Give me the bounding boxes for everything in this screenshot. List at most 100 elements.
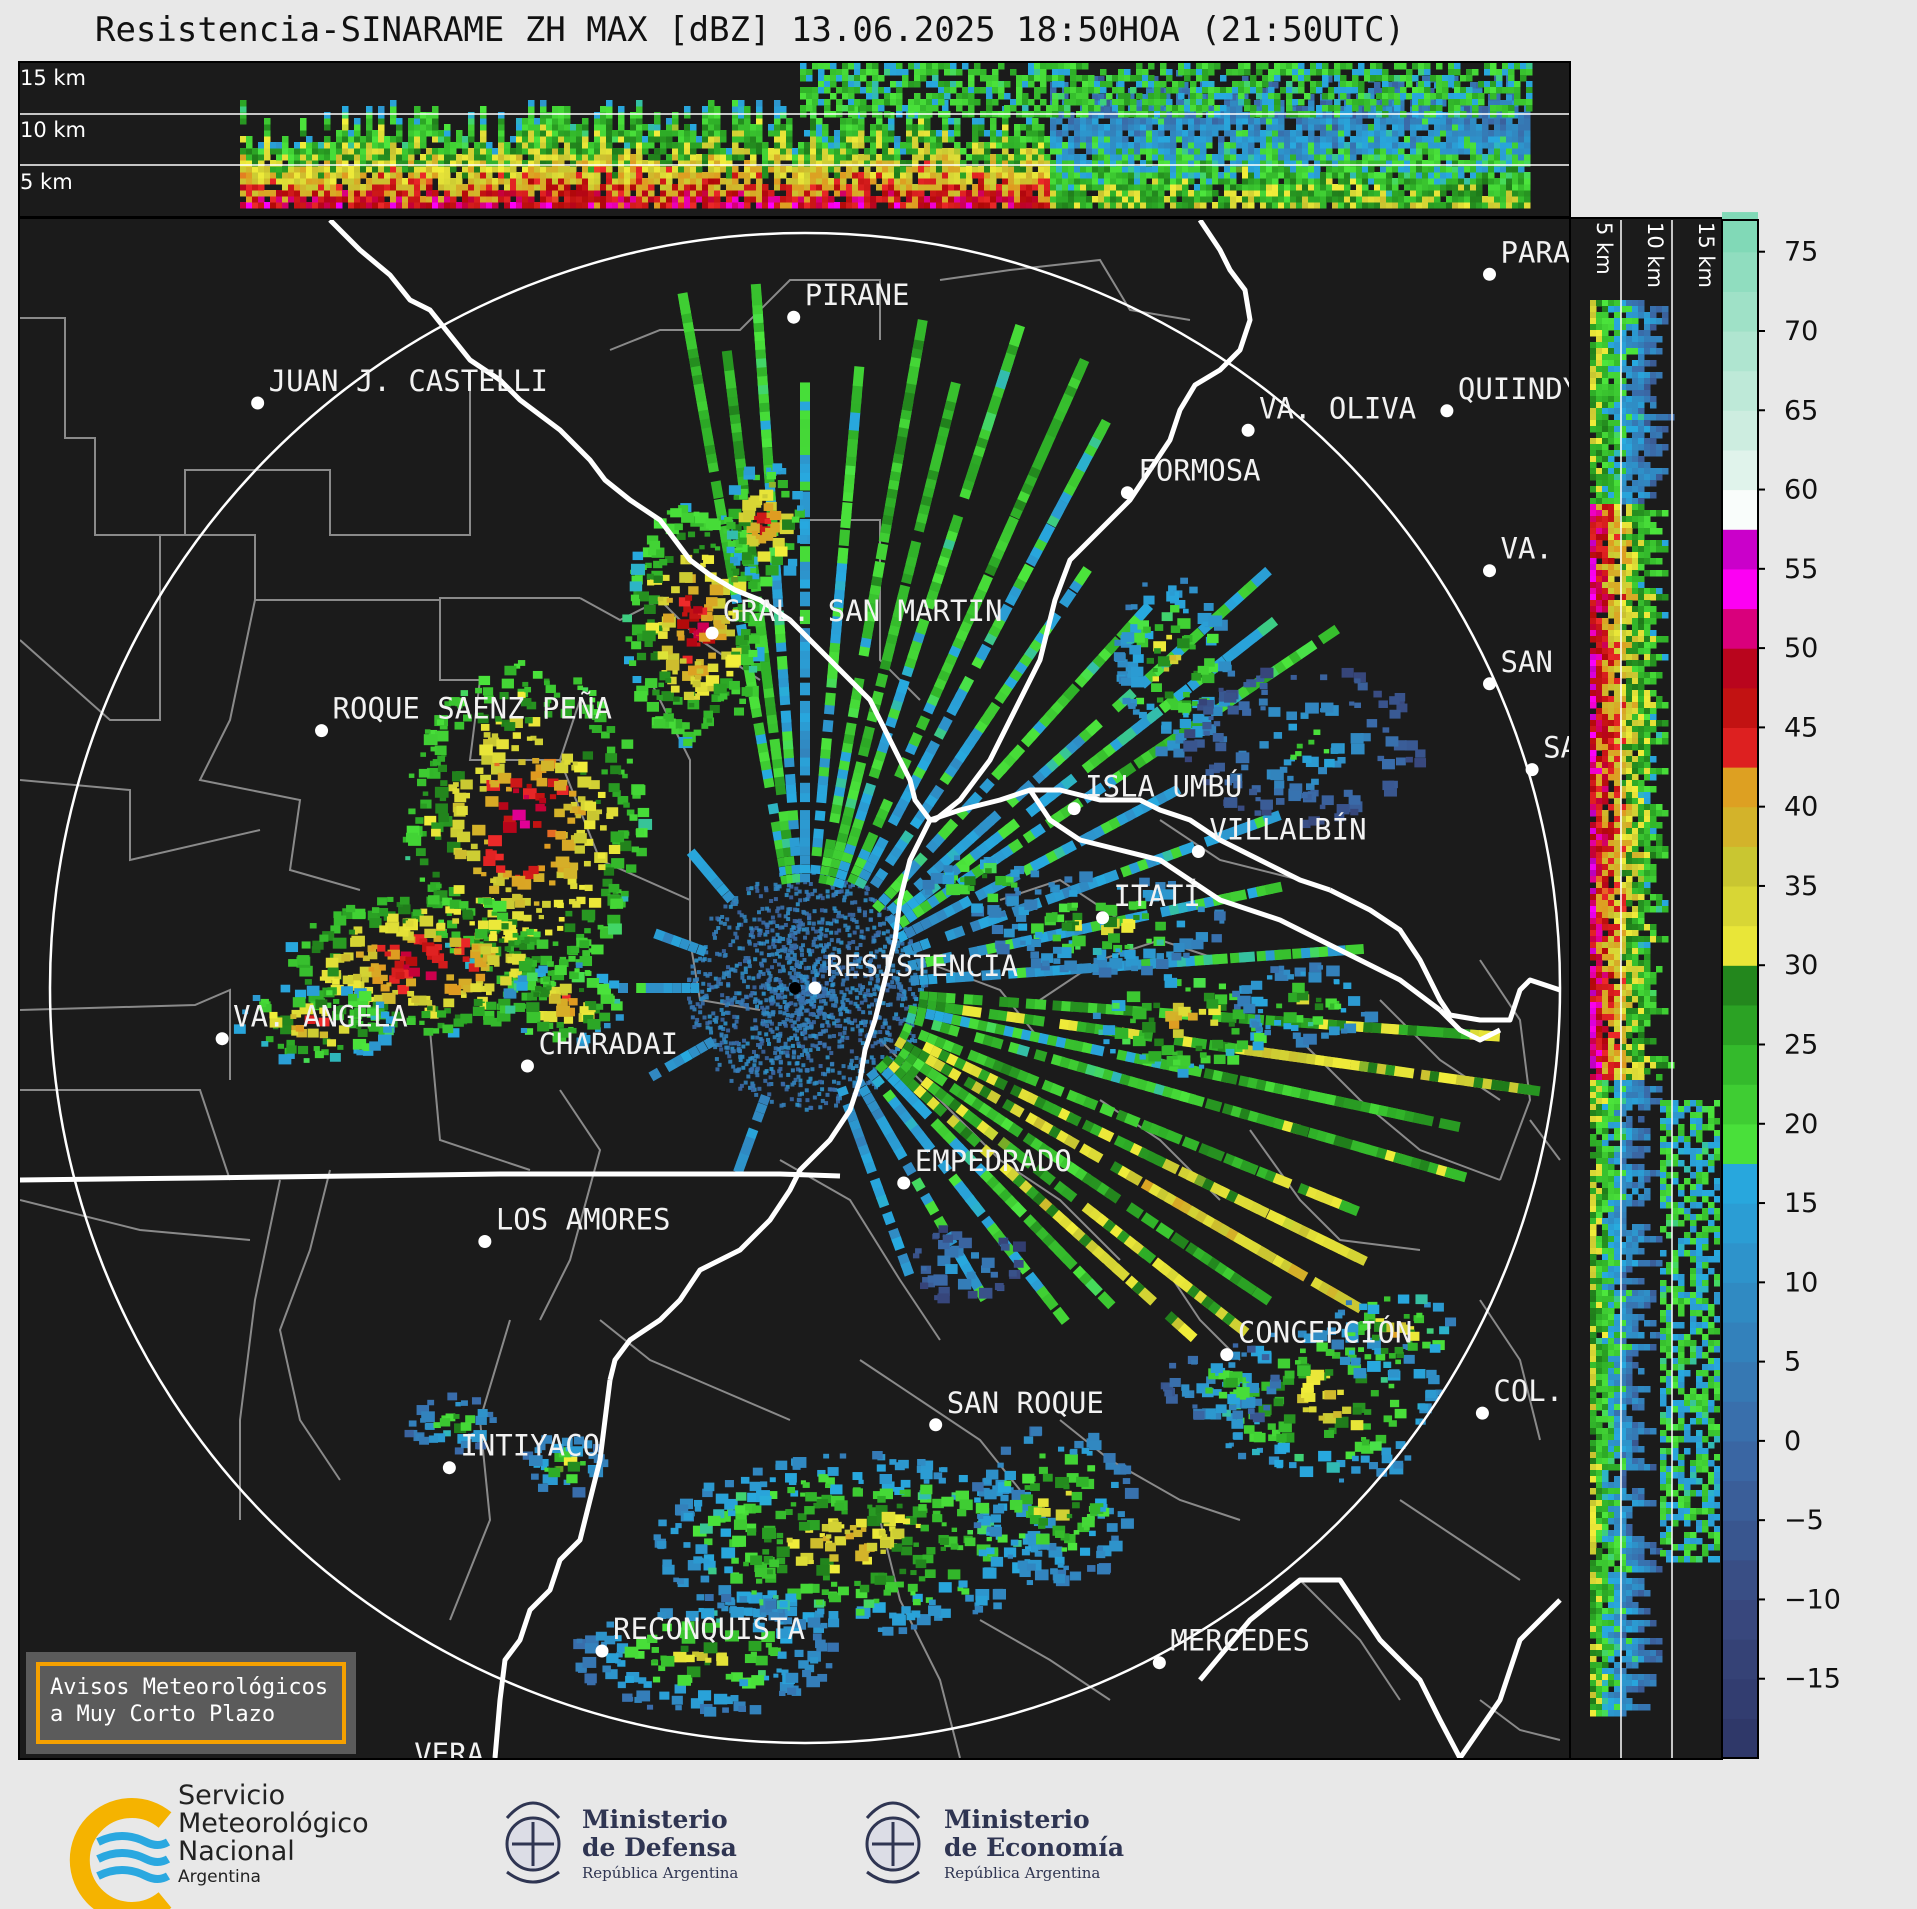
city-label: JUAN J. CASTELLI — [269, 364, 548, 398]
colorbar-bin — [1722, 1282, 1758, 1323]
colorbar-bin — [1722, 1321, 1758, 1363]
city-marker: RESISTENCIA — [789, 949, 1018, 995]
top-profile-panel: 15 km 10 km 5 km — [18, 61, 1571, 218]
economia-name: de Economía — [944, 1833, 1125, 1862]
city-marker: VERA — [414, 1737, 484, 1758]
city-label: COL. C. PELLEGRINI — [1493, 1374, 1807, 1408]
city-label: INTIYACO — [460, 1429, 600, 1463]
colorbar-bin — [1722, 1004, 1758, 1046]
colorbar-bin — [1722, 965, 1758, 1006]
city-label: PARAGUARÍ — [1501, 235, 1658, 269]
city-marker: LOS AMORES — [478, 1203, 671, 1248]
notice-box: Avisos Meteorológicos a Muy Corto Plazo — [26, 1652, 356, 1754]
colorbar-bin — [1722, 1203, 1758, 1244]
city-marker: PARAGUARÍ — [1483, 235, 1658, 281]
right-height-label: 10 km — [1643, 222, 1667, 288]
colorbar-bin — [1722, 727, 1758, 768]
colorbar-bin — [1722, 1718, 1758, 1759]
colorbar-bin — [1722, 568, 1758, 610]
city-marker: MERCEDES — [1152, 1624, 1310, 1670]
city-dot — [595, 1644, 609, 1658]
city-marker: VA. ANGELA — [215, 1000, 408, 1046]
colorbar-tick-label: 0 — [1784, 1426, 1801, 1457]
city-dot — [1120, 486, 1134, 500]
colorbar-tick-label: −10 — [1784, 1584, 1841, 1615]
right-height-label: 15 km — [1694, 222, 1718, 288]
city-marker: FORMOSA — [1120, 454, 1261, 500]
city-marker: VA. FLORIDA — [1483, 532, 1569, 578]
colorbar-bin — [1722, 1480, 1758, 1521]
notice-line: a Muy Corto Plazo — [50, 1702, 276, 1727]
city-label: RECONQUISTA — [613, 1612, 805, 1646]
range-ring — [48, 231, 1562, 1745]
city-marker: INTIYACO — [442, 1429, 600, 1475]
economia-seal-icon — [865, 1801, 921, 1884]
colorbar-bin — [1722, 767, 1758, 808]
colorbar-bin — [1722, 1559, 1758, 1601]
city-marker: JUAN J. CASTELLI — [251, 364, 548, 410]
city-dot — [1067, 802, 1081, 816]
city-dot — [1483, 564, 1496, 578]
economia-country: República Argentina — [944, 1864, 1101, 1882]
colorbar-bin — [1722, 529, 1758, 570]
city-dot — [215, 1032, 229, 1046]
city-marker: VA. OLIVA — [1241, 391, 1416, 437]
right-height-label: 5 km — [1592, 222, 1616, 275]
city-dot — [1152, 1656, 1166, 1670]
city-marker: QUIINDY — [1440, 372, 1580, 418]
colorbar-bin — [1722, 687, 1758, 728]
colorbar-bin — [1722, 251, 1758, 292]
smn-name: Servicio — [178, 1780, 286, 1811]
top-height-label: 15 km — [20, 66, 86, 90]
colorbar-tick-label: 45 — [1784, 712, 1818, 743]
city-marker: ISLA UMBÚ — [1067, 770, 1242, 816]
colorbar-tick-label: 70 — [1784, 316, 1818, 347]
city-label: QUIINDY — [1458, 372, 1580, 406]
city-marker: RECONQUISTA — [595, 1612, 805, 1658]
city-dot — [1475, 1406, 1489, 1420]
city-dot — [1440, 404, 1454, 418]
city-label: RESISTENCIA — [826, 949, 1018, 983]
colorbar-bin — [1722, 1044, 1758, 1085]
colorbar-bin — [1722, 885, 1758, 927]
city-label: MERCEDES — [1170, 1624, 1310, 1658]
province-borders — [20, 258, 1561, 1758]
defensa-seal-icon — [505, 1801, 561, 1884]
city-label: VILLALBÍN — [1209, 813, 1366, 847]
reflectivity-echoes — [233, 283, 1541, 1717]
city-dot — [1483, 677, 1496, 691]
colorbar-tick-label: 55 — [1784, 554, 1818, 585]
city-marker: CONCEPCIÓN — [1220, 1316, 1412, 1362]
colorbar-bin — [1722, 1639, 1758, 1680]
city-dot — [705, 626, 719, 640]
city-label: VA. OLIVA — [1259, 391, 1416, 425]
city-label: VA. ANGELA — [233, 1000, 408, 1034]
city-dot — [808, 981, 822, 995]
colorbar-tick-label: 35 — [1784, 871, 1818, 902]
colorbar-bin — [1722, 806, 1758, 847]
city-dot — [1191, 845, 1205, 858]
colorbar-tick-label: 10 — [1784, 1267, 1818, 1298]
city-dot — [520, 1059, 534, 1073]
city-label: CHARADAI — [538, 1027, 678, 1061]
city-markers: CMTE. FONTANAASUNCIÓNPARAGUARÍPIRANEJUAN… — [215, 235, 1807, 1758]
city-dot — [1525, 763, 1539, 777]
city-label: GRAL. SAN MARTIN — [723, 594, 1002, 628]
colorbar-tick-label: −15 — [1784, 1664, 1841, 1695]
colorbar-bin — [1722, 291, 1758, 332]
city-dot — [315, 724, 329, 738]
city-label: ITATÍ — [1114, 879, 1201, 913]
colorbar-bin — [1722, 212, 1758, 253]
city-label: SAN ROQUE — [947, 1386, 1104, 1420]
radar-map-panel: CMTE. FONTANAASUNCIÓNPARAGUARÍPIRANEJUAN… — [18, 217, 1807, 1760]
top-height-label: 5 km — [20, 170, 73, 194]
city-dot — [442, 1461, 456, 1475]
city-dot — [1241, 423, 1255, 437]
smn-name: Nacional — [178, 1836, 295, 1867]
city-label: LOS AMORES — [496, 1203, 671, 1237]
colorbar-bin — [1722, 1440, 1758, 1482]
city-marker: PIRANE — [787, 278, 909, 324]
colorbar-tick-label: 60 — [1784, 475, 1818, 506]
city-marker: SAN IGNACIO — [1525, 731, 1569, 777]
city-marker: ROQUE SAENZ PEÑA — [315, 692, 612, 738]
